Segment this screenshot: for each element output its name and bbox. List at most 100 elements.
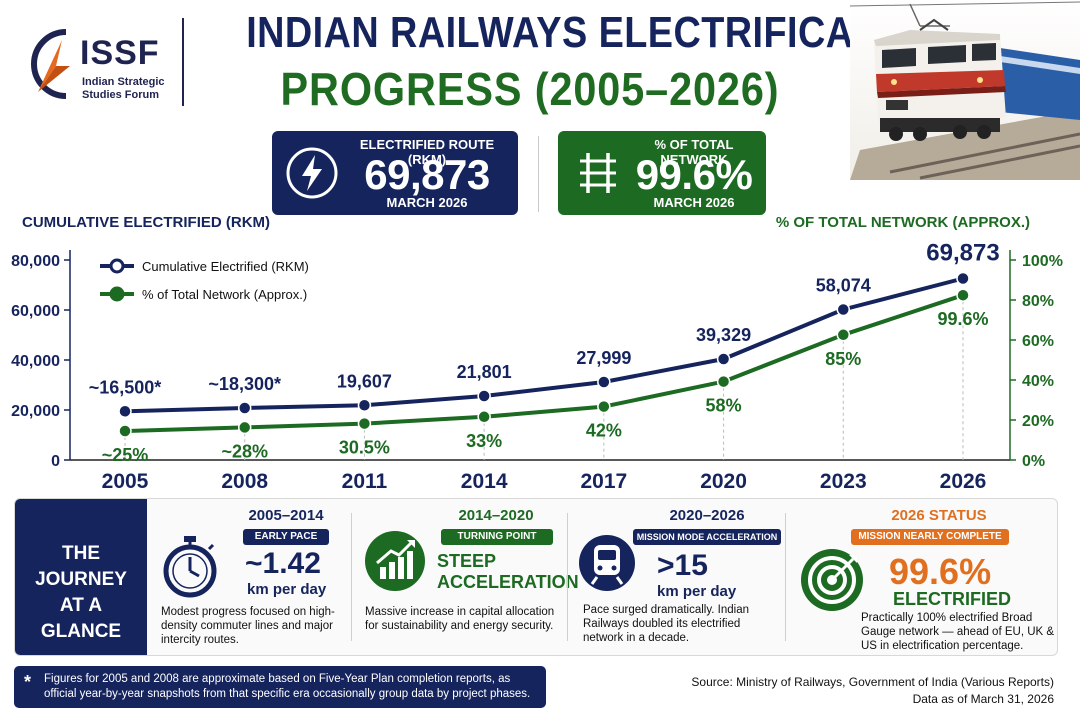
train-icon bbox=[579, 535, 635, 591]
x-axis-tick-label: 2011 bbox=[342, 470, 388, 493]
phase-2026-status: 2026 STATUS MISSION NEARLY COMPLETE 99.6… bbox=[789, 499, 1057, 655]
card-label: % OF TOTAL NETWORK bbox=[654, 137, 734, 167]
data-point bbox=[956, 288, 970, 302]
journey-header: THE JOURNEY AT A GLANCE bbox=[15, 499, 147, 655]
data-point bbox=[357, 416, 372, 431]
phase-badge: MISSION MODE ACCELERATION bbox=[633, 529, 781, 545]
data-point bbox=[477, 410, 491, 424]
series-line bbox=[124, 293, 964, 433]
data-point bbox=[477, 389, 491, 403]
left-axis-tick-label: 20,000 bbox=[11, 403, 60, 420]
phase-badge: MISSION NEARLY COMPLETE bbox=[851, 529, 1009, 545]
logo-wordmark: ISSF bbox=[80, 34, 160, 72]
data-label: 27,999 bbox=[576, 348, 631, 368]
phase-metric-unit: ELECTRIFIED bbox=[893, 589, 1012, 609]
electrification-line-chart: 0 20,000 40,000 60,000 80,000 0% 20% 40% 60% 80% 1… bbox=[11, 240, 1063, 494]
journey-title: THE JOURNEY AT A GLANCE bbox=[35, 543, 127, 642]
phase-description: Pace surged dramatically. Indian Railway… bbox=[583, 604, 749, 644]
phase-divider bbox=[567, 513, 568, 641]
phase-metric-unit: km per day bbox=[247, 581, 327, 598]
legend-marker bbox=[109, 286, 125, 302]
journey-at-a-glance-panel: THE JOURNEY AT A GLANCE 2005–2014 EARLY … bbox=[14, 498, 1058, 656]
data-point bbox=[716, 352, 731, 366]
phase-metric: STEEP ACCELERATION bbox=[437, 551, 579, 592]
data-point bbox=[118, 424, 132, 438]
x-axis-tick-label: 2023 bbox=[820, 470, 867, 493]
phase-2005-2014: 2005–2014 EARLY PACE ~1.42 km per day Mo… bbox=[147, 499, 345, 655]
source-citation: Source: Ministry of Railways, Government… bbox=[691, 675, 1054, 689]
card-divider bbox=[538, 136, 539, 212]
stopwatch-icon bbox=[163, 536, 217, 598]
data-label: 85% bbox=[825, 349, 861, 369]
electrified-route-card: ELECTRIFIED ROUTE (RKM) 69,873 MARCH 202… bbox=[272, 131, 518, 215]
card-value: 69,873 bbox=[364, 151, 490, 198]
legend-marker bbox=[109, 258, 125, 274]
data-label: 42% bbox=[586, 421, 622, 441]
phase-badge: TURNING POINT bbox=[441, 529, 553, 545]
data-point bbox=[237, 420, 252, 435]
right-axis-tick-label: 40% bbox=[1022, 373, 1054, 390]
left-axis-title: CUMULATIVE ELECTRIFIED (RKM) bbox=[22, 214, 271, 231]
right-axis-tick-label: 80% bbox=[1022, 293, 1054, 310]
phase-badge: EARLY PACE bbox=[243, 529, 329, 545]
header-divider bbox=[182, 18, 184, 106]
issf-logo-mark-icon bbox=[31, 29, 70, 99]
right-axis-tick-label: 20% bbox=[1022, 413, 1054, 430]
lightning-icon bbox=[286, 147, 338, 199]
data-point bbox=[597, 375, 611, 389]
data-point bbox=[956, 271, 970, 286]
left-axis-tick-label: 0 bbox=[51, 453, 60, 470]
data-point bbox=[836, 328, 851, 342]
data-label: 21,801 bbox=[457, 362, 512, 382]
phase-description: Massive increase in capital allocation f… bbox=[365, 606, 555, 632]
data-label: 19,607 bbox=[337, 371, 392, 391]
right-axis-tick-label: 100% bbox=[1022, 253, 1063, 270]
phase-years: 2014–2020 bbox=[458, 507, 534, 524]
phase-divider bbox=[351, 513, 352, 641]
phase-metric: >15 bbox=[657, 549, 708, 582]
left-axis-tick-label: 60,000 bbox=[11, 303, 60, 320]
right-axis-title: % OF TOTAL NETWORK (APPROX.) bbox=[775, 214, 1030, 231]
data-point bbox=[597, 399, 611, 414]
electric-locomotive-image bbox=[850, 0, 1080, 180]
data-label: 39,329 bbox=[696, 325, 751, 345]
card-date: MARCH 2026 bbox=[653, 195, 735, 210]
phase-years: 2005–2014 bbox=[248, 507, 324, 524]
railway-track-icon bbox=[580, 153, 616, 193]
series-line bbox=[124, 276, 964, 414]
page-title-line-2: PROGRESS (2005–2026) bbox=[280, 63, 780, 115]
phase-2020-2026: 2020–2026 MISSION MODE ACCELERATION >15 … bbox=[571, 499, 781, 655]
right-axis-tick-label: 0% bbox=[1022, 453, 1045, 470]
data-point bbox=[237, 401, 252, 415]
x-axis-tick-label: 2026 bbox=[940, 470, 987, 493]
data-label: ~28% bbox=[221, 441, 268, 461]
x-axis-tick-label: 2005 bbox=[102, 470, 149, 493]
data-as-of-date: Data as of March 31, 2026 bbox=[912, 692, 1054, 706]
data-label: 99.6% bbox=[937, 309, 988, 329]
data-label: ~25% bbox=[102, 445, 149, 465]
data-label: 30.5% bbox=[339, 438, 390, 458]
footnote-box: * Figures for 2005 and 2008 are approxim… bbox=[14, 666, 546, 708]
phase-divider bbox=[785, 513, 786, 641]
x-axis-tick-label: 2020 bbox=[700, 470, 747, 493]
card-value: 99.6% bbox=[635, 151, 753, 198]
card-label: ELECTRIFIED ROUTE (RKM) bbox=[359, 137, 495, 167]
left-axis-tick-label: 40,000 bbox=[11, 353, 60, 370]
legend-label: Cumulative Electrified (RKM) bbox=[142, 259, 309, 274]
network-percentage-card: % OF TOTAL NETWORK 99.6% MARCH 2026 bbox=[558, 131, 766, 215]
phase-metric: 99.6% bbox=[889, 551, 992, 592]
data-label: 33% bbox=[466, 431, 502, 451]
data-point bbox=[716, 374, 731, 389]
phase-description: Modest progress focused on high-density … bbox=[161, 606, 335, 646]
growth-chart-icon bbox=[365, 531, 425, 591]
phase-metric: ~1.42 bbox=[245, 547, 321, 580]
phase-years: 2026 STATUS bbox=[891, 507, 987, 524]
page-title-line-1: INDIAN RAILWAYS ELECTRIFICATION bbox=[246, 8, 943, 57]
right-axis-tick-label: 60% bbox=[1022, 333, 1054, 350]
legend-label: % of Total Network (Approx.) bbox=[142, 287, 307, 302]
x-axis-tick-label: 2017 bbox=[580, 470, 627, 493]
data-label: ~18,300* bbox=[208, 374, 281, 394]
card-date: MARCH 2026 bbox=[386, 195, 468, 210]
left-axis-tick-label: 80,000 bbox=[11, 253, 60, 270]
x-axis-tick-label: 2008 bbox=[221, 470, 268, 493]
